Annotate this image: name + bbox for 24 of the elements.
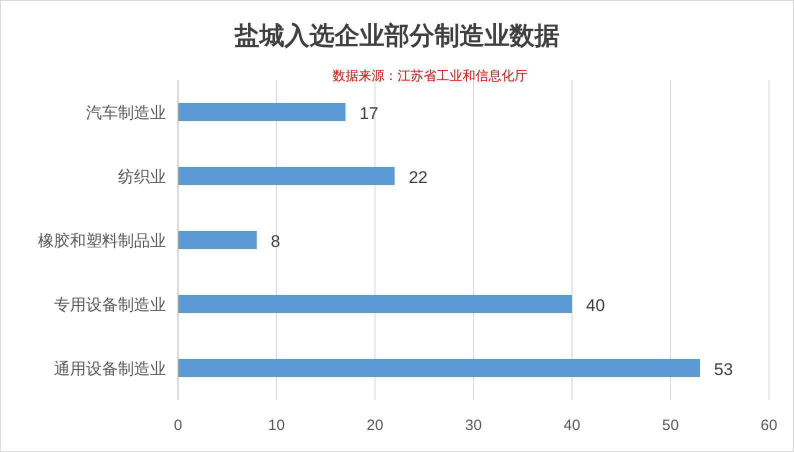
y-tick-label: 汽车制造业 [86,104,166,122]
x-tick-label: 50 [662,417,679,434]
bar [178,103,346,121]
bar [178,359,700,377]
y-tick-label: 通用设备制造业 [54,360,166,378]
bar [178,231,257,249]
x-tick-label: 60 [760,417,778,434]
y-tick-label: 专用设备制造业 [54,296,166,314]
y-tick-label: 橡胶和塑料制品业 [38,232,166,250]
x-tick-label: 10 [268,417,285,434]
data-label: 8 [270,232,280,251]
y-tick-label: 纺织业 [118,168,166,186]
bar [178,295,572,313]
chart-title: 盐城入选企业部分制造业数据 [234,22,560,50]
data-label: 40 [586,296,605,315]
x-tick-label: 20 [366,417,384,434]
data-label: 17 [359,104,378,123]
x-tick-label: 0 [174,417,182,434]
annotation: 数据来源：江苏省工业和信息化厅 [332,68,528,83]
x-tick-label: 30 [465,417,482,434]
data-label: 53 [714,360,733,379]
bar [178,167,395,185]
data-label: 22 [408,168,428,187]
x-tick-label: 40 [564,417,580,434]
